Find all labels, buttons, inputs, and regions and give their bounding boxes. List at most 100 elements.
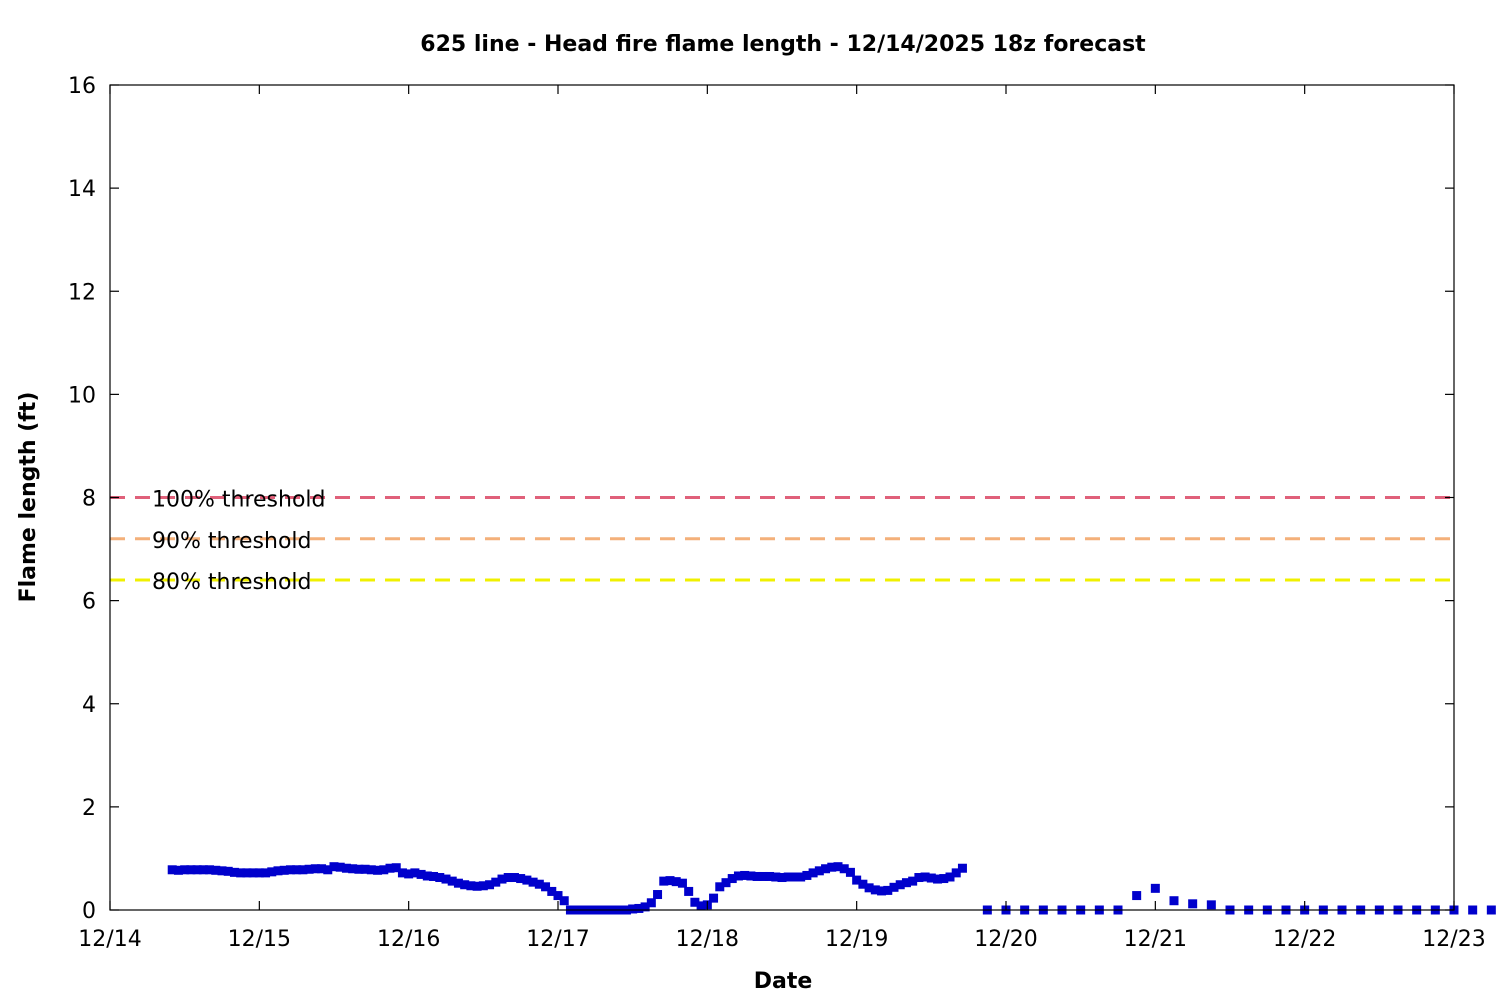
data-point: [746, 871, 756, 881]
threshold-label: 90% threshold: [152, 529, 312, 554]
data-point: [752, 871, 762, 881]
x-tick-label: 12/19: [825, 927, 888, 952]
x-tick-label: 12/14: [78, 927, 141, 952]
data-point: [709, 893, 719, 903]
data-point: [1132, 891, 1142, 901]
y-tick-label: 12: [68, 280, 96, 305]
data-point: [852, 875, 862, 885]
data-point: [883, 885, 893, 895]
data-point: [877, 886, 887, 896]
y-tick-label: 8: [82, 487, 96, 512]
data-point: [441, 874, 451, 884]
data-point: [1150, 883, 1160, 893]
data-point: [640, 902, 650, 912]
data-point: [541, 882, 551, 892]
data-point: [236, 868, 246, 878]
data-point: [802, 870, 812, 880]
data-point: [839, 864, 849, 874]
data-point: [229, 867, 239, 877]
data-point: [167, 865, 177, 875]
data-point: [715, 882, 725, 892]
data-point: [248, 868, 258, 878]
y-tick-label: 4: [82, 693, 96, 718]
data-point: [1188, 899, 1198, 909]
data-point: [821, 864, 831, 874]
data-point: [677, 878, 687, 888]
data-point: [285, 865, 295, 875]
data-point: [261, 868, 271, 878]
data-point: [870, 885, 880, 895]
y-tick-label: 6: [82, 590, 96, 615]
data-point: [957, 863, 967, 873]
data-point: [665, 876, 675, 886]
data-point: [186, 865, 196, 875]
data-point: [310, 864, 320, 874]
data-point: [205, 865, 215, 875]
data-point: [939, 874, 949, 884]
data-point: [485, 880, 495, 890]
data-point: [926, 873, 936, 883]
data-point: [559, 896, 569, 906]
data-point: [933, 874, 943, 884]
y-tick-label: 14: [68, 177, 96, 202]
plot-area: 100% threshold 90% threshold 80% threshold: [110, 488, 1496, 915]
data-point: [509, 873, 519, 883]
data-point: [889, 882, 899, 892]
data-point: [659, 876, 669, 886]
data-point: [254, 868, 264, 878]
data-point: [945, 872, 955, 882]
data-point: [653, 890, 663, 900]
data-point: [292, 865, 302, 875]
data-point: [814, 866, 824, 876]
data-point: [901, 878, 911, 888]
data-point: [864, 883, 874, 893]
data-point: [1206, 900, 1216, 910]
data-point: [534, 879, 544, 889]
x-tick-label: 12/18: [676, 927, 739, 952]
chart-title: 625 line - Head fire flame length - 12/1…: [420, 32, 1146, 57]
x-tick-label: 12/16: [377, 927, 440, 952]
data-point: [453, 878, 463, 888]
data-point: [1468, 905, 1478, 915]
data-point: [895, 880, 905, 890]
data-point: [1169, 896, 1179, 906]
data-point: [478, 881, 488, 891]
data-point: [733, 871, 743, 881]
data-point: [323, 865, 333, 875]
y-tick-label: 10: [68, 383, 96, 408]
data-point: [447, 876, 457, 886]
data-point: [198, 865, 208, 875]
data-point: [435, 873, 445, 883]
data-point: [348, 864, 358, 874]
threshold-label: 80% threshold: [152, 570, 312, 595]
data-point: [472, 881, 482, 891]
data-point: [789, 872, 799, 882]
data-point: [317, 864, 327, 874]
data-point: [497, 874, 507, 884]
data-point: [335, 862, 345, 872]
data-point: [491, 877, 501, 887]
y-tick-label: 2: [82, 796, 96, 821]
data-point: [858, 879, 868, 889]
data-point: [646, 898, 656, 908]
data-point: [721, 878, 731, 888]
data-point: [696, 901, 706, 911]
x-axis-label: Date: [754, 969, 813, 994]
data-point: [771, 872, 781, 882]
data-point: [223, 866, 233, 876]
data-point: [366, 865, 376, 875]
data-point: [298, 865, 308, 875]
data-point: [329, 862, 339, 872]
data-point: [273, 866, 283, 876]
data-point: [217, 866, 227, 876]
threshold-label: 100% threshold: [152, 488, 326, 513]
data-point: [416, 869, 426, 879]
data-point: [180, 865, 190, 875]
data-point: [242, 868, 252, 878]
data-point: [845, 867, 855, 877]
x-tick-label: 12/15: [228, 927, 291, 952]
x-axis: 12/14 12/15 12/16 12/17 12/18 12/19 12/20 12/21…: [78, 85, 1486, 952]
data-point: [522, 875, 532, 885]
data-point: [671, 877, 681, 887]
